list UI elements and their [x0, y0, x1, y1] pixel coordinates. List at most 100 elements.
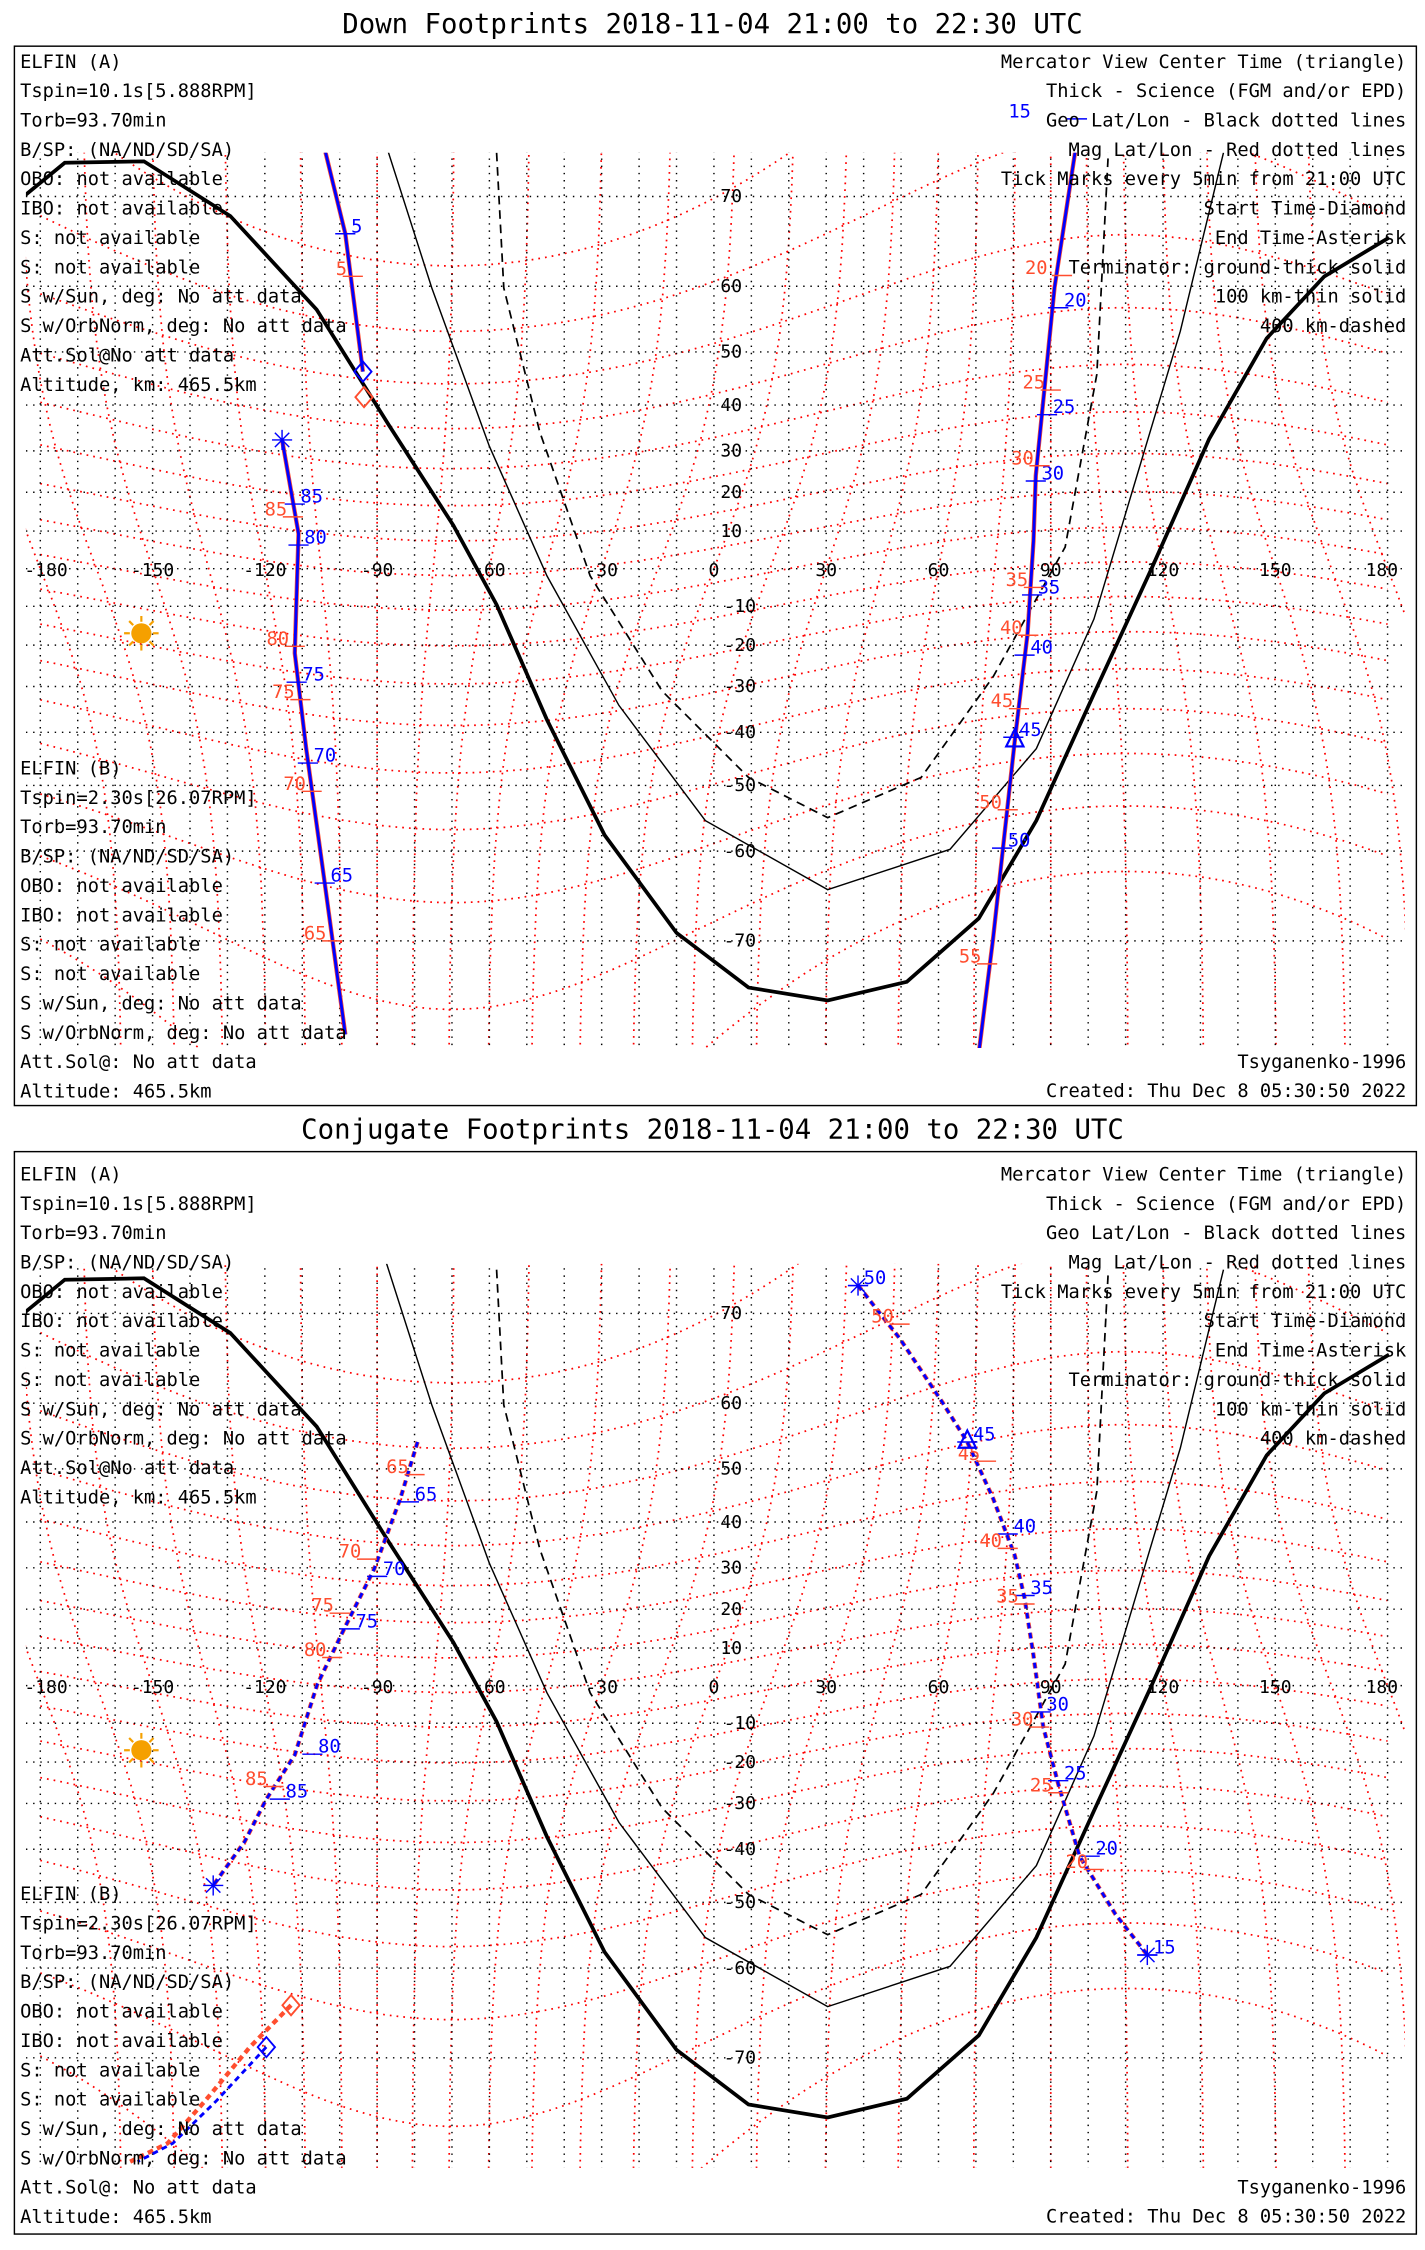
elfin-b-info-line: B/SP: (NA/ND/SD/SA): [20, 1972, 234, 1993]
elfin-a-info-line: S: not available: [20, 228, 200, 249]
map-area: [25, 1263, 1405, 2168]
mag-lon-line: [224, 152, 306, 1048]
panel-title: Conjugate Footprints 2018-11-04 21:00 to…: [301, 1115, 1124, 1146]
mag-lon-line: [487, 152, 603, 1048]
elfin-b-info-line: Att.Sol@: No att data: [20, 1052, 256, 1073]
time-tick-label-elfin-a: 75: [356, 1611, 379, 1632]
legend-line: Start Time-Diamond: [1204, 199, 1407, 220]
legend-line: End Time-Asterisk: [1215, 228, 1406, 249]
time-tick-label-elfin-b: 85: [245, 1769, 268, 1790]
mag-lon-line: [897, 152, 979, 1048]
panel-frame: [13, 1150, 1418, 2235]
elfin-b-info-line: IBO: not available: [20, 2031, 223, 2052]
panel-frame: [13, 45, 1418, 1107]
time-tick-label-elfin-b: 20: [1066, 1852, 1089, 1873]
elfin-b-info-line: B/SP: (NA/ND/SD/SA): [20, 847, 234, 868]
time-tick-label-elfin-a: 45: [973, 1425, 996, 1446]
legend-line: 100 km-thin solid: [1215, 1399, 1406, 1420]
lat-tick-label: -60: [724, 841, 756, 862]
legend-line: Tick Marks every 5min from 21:00 UTC: [1001, 169, 1406, 190]
time-tick-label-elfin-a: 5: [351, 216, 362, 237]
terminator-ground-line: [25, 1276, 1390, 2120]
elfin-b-info-line: ELFIN (B): [20, 1884, 121, 1905]
time-tick-label-elfin-b: 20: [1025, 258, 1048, 279]
time-tick-label-elfin-a: 70: [314, 746, 337, 767]
lon-tick-label: 30: [815, 1677, 837, 1698]
time-tick-label-elfin-b: 50: [979, 792, 1002, 813]
elfin-b-info-line: S: not available: [20, 964, 200, 985]
time-tick-label-elfin-b: 30: [1011, 1710, 1034, 1731]
lat-tick-label: 40: [720, 395, 742, 416]
elfin-b-info-line: Tspin=2.30s[26.07RPM]: [20, 1913, 256, 1934]
created-timestamp: Created: Thu Dec 8 05:30:50 2022: [1046, 1081, 1406, 1102]
time-tick-label-elfin-a: 80: [318, 1737, 341, 1758]
legend-line: 400 km-dashed: [1260, 1429, 1406, 1450]
legend-line: Terminator: ground-thick solid: [1068, 257, 1406, 278]
center-triangle-marker: [1004, 726, 1026, 748]
lat-tick-label: 60: [720, 276, 742, 297]
elfin-a-info-line: Torb=93.70min: [20, 1223, 166, 1244]
lon-tick-label: 90: [1040, 560, 1062, 581]
elfin-a-info-line: S: not available: [20, 1370, 200, 1391]
time-tick-label-elfin-b: 85: [265, 499, 288, 520]
elfin-a-info-line: Att.Sol@No att data: [20, 1458, 234, 1479]
sun-ray: [128, 1757, 134, 1764]
lat-tick-label: 10: [720, 521, 742, 542]
legend-line: End Time-Asterisk: [1215, 1341, 1406, 1362]
lat-tick-label: -30: [724, 676, 756, 697]
lat-tick-label: 40: [720, 1512, 742, 1533]
asterisk-stroke: [274, 432, 290, 448]
elfin-a-info-line: Torb=93.70min: [20, 110, 166, 131]
terminator: [25, 152, 1390, 1003]
legend-line: Thick - Science (FGM and/or EPD): [1046, 81, 1406, 102]
elfin-a-info-line: IBO: not available: [20, 1311, 223, 1332]
track-elfin-a: [212, 1441, 419, 1887]
lat-tick-label: -70: [724, 931, 756, 952]
lat-tick-label: 20: [720, 482, 742, 503]
time-tick-label-elfin-b: 35: [996, 1587, 1019, 1608]
created-timestamp: Created: Thu Dec 8 05:30:50 2022: [1046, 2207, 1406, 2228]
lon-tick-label: -90: [361, 560, 393, 581]
lat-tick-label: 70: [720, 1303, 742, 1324]
elfin-b-info-line: S w/OrbNorm, deg: No att data: [20, 1023, 347, 1044]
time-tick-label-elfin-a: 50: [864, 1268, 887, 1289]
mag-lon-line: [448, 152, 530, 1048]
sun-icon: [124, 1732, 159, 1768]
elfin-a-info-line: Altitude, km: 465.5km: [20, 375, 256, 396]
terminator-100km-line: [387, 152, 1225, 891]
elfin-b-info-line: S: not available: [20, 2090, 200, 2111]
time-tick-label-elfin-a: 85: [301, 487, 324, 508]
legend-line: Mercator View Center Time (triangle): [1001, 1164, 1406, 1185]
time-tick-label-elfin-a: 35: [1038, 578, 1061, 599]
elfin-b-info-line: S w/Sun, deg: No att data: [20, 2119, 302, 2140]
elfin-b-info-line: Tspin=2.30s[26.07RPM]: [20, 788, 256, 809]
elfin-b-info-line: S: not available: [20, 2060, 200, 2081]
lat-tick-label: -20: [724, 635, 756, 656]
lon-tick-label: -150: [131, 1677, 174, 1698]
elfin-a-info-line: OBO: not available: [20, 1282, 223, 1303]
legend-line: Tick Marks every 5min from 21:00 UTC: [1001, 1282, 1406, 1303]
lon-tick-label: 120: [1147, 1677, 1179, 1698]
mag-lat-line: [40, 707, 1388, 831]
time-tick-label-elfin-b: 25: [1030, 1775, 1053, 1796]
track-elfin-a: [856, 1284, 1149, 1956]
time-tick-label-elfin-a: 25: [1064, 1763, 1087, 1784]
elfin-b-info-line: ELFIN (B): [20, 759, 121, 780]
sun-ray: [148, 620, 155, 626]
elfin-a-info-line: S: not available: [20, 1341, 200, 1362]
mag-lon-line: [691, 152, 848, 1048]
mag-lat-line: [40, 306, 1388, 430]
lon-tick-label: -30: [585, 1677, 617, 1698]
elfin-a-info-line: S w/Sun, deg: No att data: [20, 287, 302, 308]
end-asterisk-marker: [203, 1875, 224, 1896]
time-tick-label-elfin-b: 40: [979, 1531, 1002, 1552]
mag-lon-line: [299, 1263, 343, 2168]
mag-lat-line: [40, 1747, 1388, 1844]
lat-tick-label: 20: [720, 1599, 742, 1620]
time-tick-label-elfin-a: 45: [1019, 720, 1042, 741]
mag-lon-line: [411, 1263, 455, 2168]
time-tick-label-elfin-b: 70: [339, 1542, 362, 1563]
time-tick-label-elfin-a: 65: [330, 866, 353, 887]
elfin-a-info-line: S: not available: [20, 257, 200, 278]
